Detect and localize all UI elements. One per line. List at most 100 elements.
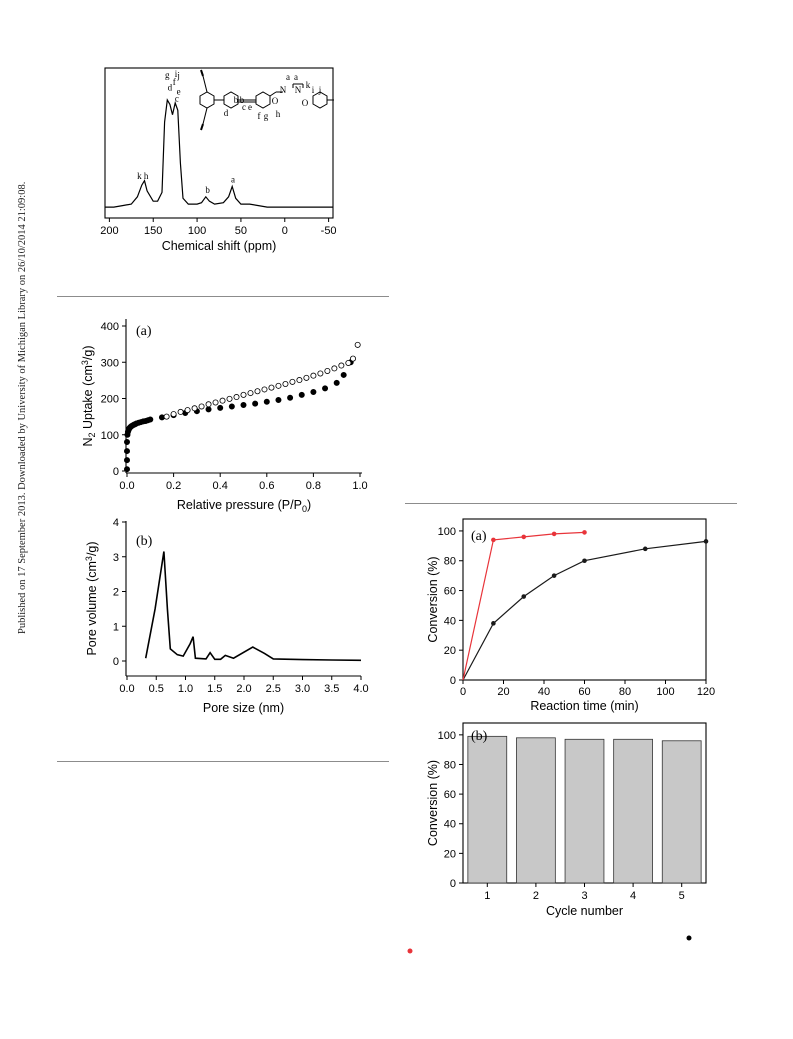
x-tick-label: 150 xyxy=(144,225,162,237)
desorption-point xyxy=(275,382,282,389)
x-tick-label: 120 xyxy=(697,686,715,698)
y-tick-label: 0 xyxy=(450,878,456,890)
series-point-0 xyxy=(582,558,587,564)
adsorption-point xyxy=(287,394,294,401)
y-tick-label: 60 xyxy=(444,789,456,801)
x-tick-label: 80 xyxy=(619,686,631,698)
series-point-0 xyxy=(521,594,527,599)
peak-label: g xyxy=(165,70,170,80)
y-tick-label: 2 xyxy=(113,587,119,599)
desorption-point xyxy=(296,377,303,384)
divider-left-bottom xyxy=(57,761,389,762)
desorption-point xyxy=(268,384,275,391)
x-tick-label: 0.4 xyxy=(213,480,228,492)
structure-label: O xyxy=(302,98,309,108)
x-tick-label: 2.0 xyxy=(236,683,251,695)
y-tick-label: 20 xyxy=(444,645,456,657)
adsorption-point xyxy=(217,404,224,411)
structure-label: e xyxy=(248,102,252,112)
structure-label: a xyxy=(294,72,298,82)
y-axis-label: Pore volume (cm3/g) xyxy=(84,541,99,655)
bar xyxy=(564,738,605,884)
y-tick-label: 100 xyxy=(438,730,456,742)
structure-label: k xyxy=(306,80,311,90)
divider-left-top xyxy=(57,296,389,297)
adsorption-point xyxy=(240,402,247,409)
panel-label: (a) xyxy=(136,324,152,339)
desorption-point xyxy=(191,405,198,412)
x-tick-label: 1.0 xyxy=(178,683,193,695)
structure-label: O xyxy=(272,96,279,106)
y-tick-label: 0 xyxy=(113,466,119,478)
y-tick-label: 80 xyxy=(444,556,456,568)
desorption-point xyxy=(177,408,184,415)
adsorption-point xyxy=(124,448,131,455)
divider-right xyxy=(405,503,737,504)
adsorption-point xyxy=(124,457,131,464)
panel-label: (b) xyxy=(471,729,488,744)
y-axis-label: N2 Uptake (cm3/g) xyxy=(80,345,97,446)
series-point-0 xyxy=(551,573,557,578)
peak-label: i xyxy=(175,69,178,79)
desorption-point xyxy=(345,359,352,366)
x-tick-label: 40 xyxy=(538,686,550,698)
peak-label: e xyxy=(177,86,181,96)
plot-frame xyxy=(104,67,334,219)
x-tick-label: 3 xyxy=(581,890,587,902)
structure-label: d xyxy=(224,108,229,118)
desorption-point xyxy=(324,367,331,374)
structure-inset xyxy=(199,69,334,131)
x-tick-label: 0.0 xyxy=(119,480,134,492)
structure-label: f xyxy=(258,111,261,121)
x-tick-label: 1 xyxy=(484,890,490,902)
series-point-1 xyxy=(582,530,587,535)
adsorption-point xyxy=(275,396,282,403)
adsorption-point xyxy=(228,403,235,410)
desorption-point xyxy=(163,413,170,420)
bar xyxy=(516,737,556,884)
desorption-point xyxy=(350,355,357,362)
peak-label: d xyxy=(168,82,173,92)
y-tick-label: 400 xyxy=(101,321,119,333)
y-tick-label: 1 xyxy=(113,621,119,633)
x-tick-label: 3.5 xyxy=(324,683,339,695)
x-tick-label: 0 xyxy=(460,686,466,698)
structure-label: N xyxy=(295,85,302,95)
x-tick-label: 60 xyxy=(578,686,590,698)
peak-label: c xyxy=(175,93,179,103)
series-point-1 xyxy=(491,537,496,543)
panel-label: (b) xyxy=(136,534,153,549)
x-tick-label: 3.0 xyxy=(295,683,310,695)
x-tick-label: 4 xyxy=(630,890,636,902)
desorption-point xyxy=(303,374,310,381)
desorption-point xyxy=(233,394,240,401)
x-tick-label: 50 xyxy=(235,225,247,237)
x-tick-label: 2 xyxy=(533,890,539,902)
adsorption-point xyxy=(252,400,259,407)
pore-distribution-line xyxy=(144,551,362,662)
y-tick-label: 40 xyxy=(444,819,456,831)
adsorption-point xyxy=(310,388,317,395)
y-tick-label: 300 xyxy=(101,357,119,369)
structure-label: N xyxy=(280,85,287,95)
peak-label: a xyxy=(231,175,235,185)
adsorption-point xyxy=(322,385,329,392)
x-tick-label: 0.2 xyxy=(166,480,181,492)
panel-label: (a) xyxy=(471,529,487,544)
x-tick-label: 0 xyxy=(282,225,288,237)
bar xyxy=(467,735,508,884)
bar xyxy=(613,738,653,884)
peak-label: k h xyxy=(137,171,149,181)
adsorption-point xyxy=(147,416,154,423)
y-tick-label: 4 xyxy=(113,517,119,529)
peak-label: b xyxy=(205,185,210,195)
x-tick-label: 100 xyxy=(656,686,674,698)
x-tick-label: 1.0 xyxy=(352,480,367,492)
series-point-0 xyxy=(642,546,648,552)
desorption-point xyxy=(261,386,268,393)
y-tick-label: 3 xyxy=(113,552,119,564)
y-tick-label: 100 xyxy=(438,526,456,538)
y-tick-label: 200 xyxy=(101,394,119,406)
desorption-point xyxy=(310,372,317,379)
